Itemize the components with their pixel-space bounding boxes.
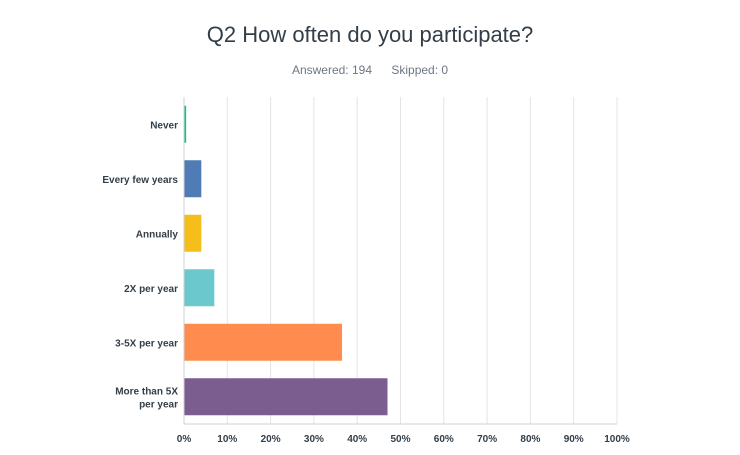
category-label: Every few years	[102, 175, 178, 186]
x-tick-label: 90%	[564, 434, 584, 445]
response-stats: Answered: 194 Skipped: 0	[0, 63, 740, 77]
x-tick-label: 70%	[477, 434, 497, 445]
skipped-count: Skipped: 0	[391, 63, 449, 77]
x-tick-label: 20%	[261, 434, 281, 445]
category-label: Never	[150, 120, 178, 131]
bar	[184, 160, 202, 198]
category-label: 2X per year	[124, 284, 178, 295]
x-tick-label: 100%	[604, 434, 630, 445]
bar	[184, 378, 388, 416]
x-tick-label: 30%	[304, 434, 324, 445]
category-label: 3-5X per year	[115, 338, 178, 349]
bar	[184, 323, 343, 361]
x-tick-label: 10%	[217, 434, 237, 445]
x-tick-label: 80%	[520, 434, 540, 445]
chart-title: Q2 How often do you participate?	[206, 22, 534, 47]
category-label: Annually	[136, 229, 179, 240]
x-tick-label: 0%	[177, 434, 192, 445]
answered-count: Answered: 194	[291, 63, 372, 77]
x-tick-label: 60%	[434, 434, 454, 445]
bar	[184, 214, 202, 252]
x-tick-label: 50%	[390, 434, 410, 445]
category-label: More than 5X per year	[115, 386, 178, 410]
bar	[184, 105, 187, 143]
x-tick-label: 40%	[347, 434, 367, 445]
bar	[184, 269, 215, 307]
